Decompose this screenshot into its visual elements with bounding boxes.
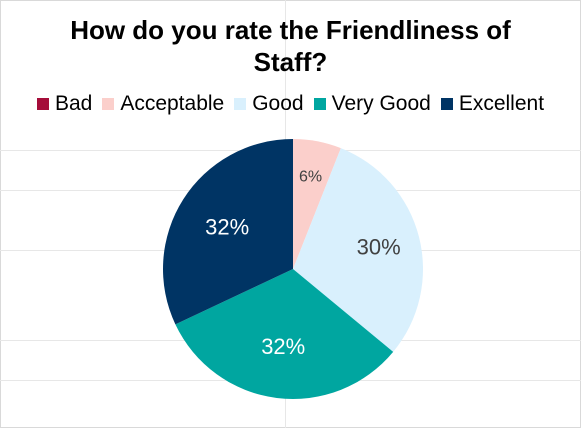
legend-label-excellent: Excellent [458, 92, 545, 115]
legend-label-bad: Bad [54, 92, 93, 115]
legend-swatch-acceptable [102, 98, 115, 110]
legend-item-very-good: Very Good [313, 92, 431, 116]
legend-item-acceptable: Acceptable [102, 92, 224, 116]
chart-title-line-2: Staff? [253, 47, 328, 77]
legend-label-very-good: Very Good [331, 92, 431, 115]
pie-slice-good [293, 148, 423, 352]
legend-item-excellent: Excellent [440, 92, 545, 116]
chart-title-line-1: How do you rate the Friendliness of [70, 15, 511, 45]
legend-label-good: Good [252, 92, 304, 115]
pie-slice-very-good [175, 269, 394, 400]
legend-item-good: Good [234, 92, 304, 116]
pie-slice-acceptable [293, 139, 341, 269]
legend-label-acceptable: Acceptable [120, 92, 225, 115]
legend-swatch-very-good [313, 98, 326, 110]
legend-item-bad: Bad [36, 92, 93, 116]
pie-slice-excellent [162, 139, 293, 325]
data-label-excellent: 32% [205, 215, 249, 240]
chart-title: How do you rate the Friendliness of Staf… [0, 14, 581, 78]
chart-legend: Bad Acceptable Good Very Good Excellent [0, 92, 581, 116]
legend-swatch-excellent [440, 98, 453, 110]
data-label-acceptable: 6% [299, 169, 322, 186]
legend-swatch-bad [36, 98, 49, 110]
data-label-good: 30% [357, 235, 401, 260]
legend-swatch-good [234, 98, 247, 110]
data-label-very-good: 32% [261, 334, 305, 359]
